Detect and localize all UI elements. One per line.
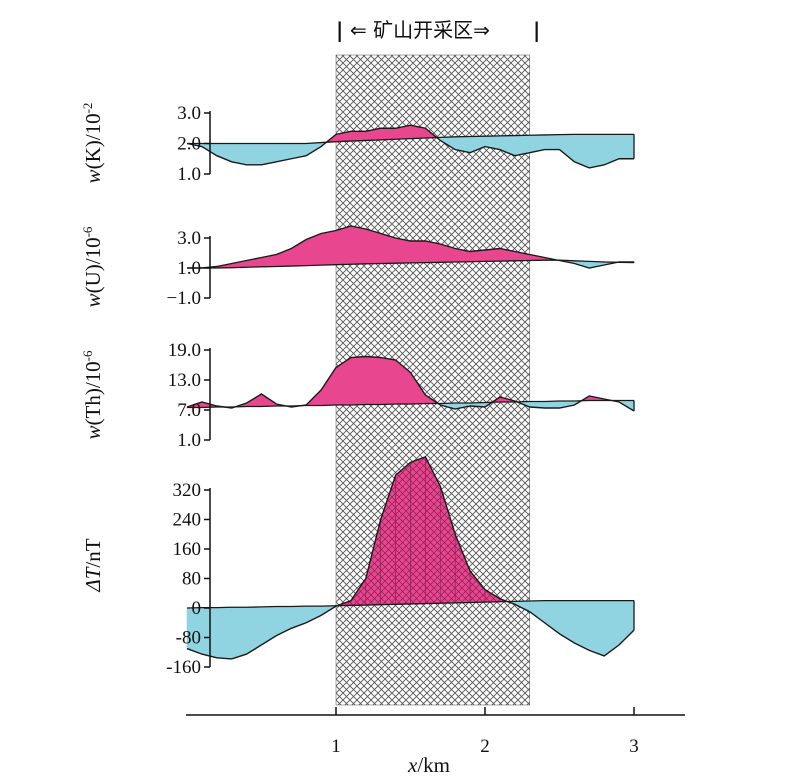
y-title-exponent: -6 — [80, 226, 95, 237]
area-segment-K — [246, 143, 262, 166]
y-tick-label: 80 — [182, 569, 201, 590]
y-title-exponent: -6 — [80, 350, 95, 361]
area-segment-K — [618, 134, 635, 160]
y-tick-label: 3.0 — [177, 228, 201, 249]
area-segment-Th — [350, 356, 367, 406]
area-segment-dT — [574, 600, 590, 651]
y-title-var: w — [81, 425, 105, 439]
y-tick-label: 1.0 — [177, 164, 201, 185]
area-segment-K — [350, 131, 367, 142]
panel-U: −1.0 1.0 3.0 w(U)/10-6 — [80, 225, 635, 309]
x-ticks: 1 2 3 — [331, 707, 639, 757]
y-tick-label: 1.0 — [177, 258, 201, 279]
y-tick-label: 320 — [173, 480, 202, 501]
area-segment-Th — [380, 357, 396, 405]
area-segment-dT — [588, 600, 605, 657]
baseline-line-Th — [187, 399, 634, 409]
panels-group: 1.02.03.0w(K)/10-2−1.01.03.0w(U)/10-61.0… — [80, 103, 635, 678]
series-line-K — [186, 124, 634, 169]
area-segment-U — [350, 225, 367, 265]
y-tick-label: 3.0 — [177, 103, 201, 124]
y-tick-label: 160 — [173, 539, 202, 560]
y-axis-title-Th: w(Th)/10-6 — [80, 350, 105, 440]
x-tick-label: 1 — [331, 736, 341, 757]
y-tick-label: 0 — [192, 598, 202, 619]
area-segment-dT — [261, 606, 277, 646]
y-title-var: w — [81, 169, 105, 183]
panel-K: 1.0 2.0 3.0 w(K)/10-2 — [80, 103, 635, 185]
y-tick-label: −1.0 — [167, 288, 201, 309]
area-segment-dT — [305, 605, 322, 624]
y-title-var: ΔT — [81, 566, 105, 592]
area-segment-U — [320, 230, 337, 266]
y-tick-label: 13.0 — [168, 370, 201, 391]
series-line-dT — [186, 455, 635, 660]
x-axis: 1 2 3 x/km — [186, 707, 685, 777]
mining-zone-banner: | ⇐ 矿山开采区⇒ | — [336, 18, 540, 42]
y-title-exponent: -2 — [80, 103, 95, 114]
banner-left-bar: | — [336, 18, 343, 42]
x-tick-label: 3 — [629, 736, 639, 757]
y-tick-label: 19.0 — [168, 340, 201, 361]
y-axis-title-K: w(K)/10-2 — [80, 103, 105, 184]
y-title-body: (K)/10 — [81, 113, 105, 169]
panel-Th: 1.0 7.0 13.0 19.0 w(Th)/10-6 — [80, 340, 635, 451]
y-axis-title-U: w(U)/10-6 — [80, 226, 105, 307]
area-segment-dT — [559, 600, 575, 644]
area-segment-dT — [529, 600, 545, 624]
area-segment-U — [410, 240, 426, 264]
area-segment-K — [380, 127, 396, 141]
x-axis-title: x/km — [407, 753, 450, 777]
area-segment-dT — [410, 456, 426, 605]
area-segment-K — [544, 134, 560, 150]
y-title-var: w — [81, 293, 105, 307]
y-title-body: (Th)/10 — [81, 361, 105, 425]
y-tick-label: 1.0 — [177, 430, 201, 451]
area-segment-U — [395, 237, 411, 264]
y-tick-label: 7.0 — [177, 400, 201, 421]
series-line-Th — [186, 355, 635, 412]
baseline-line-dT — [186, 599, 634, 609]
x-tick-label: 2 — [480, 736, 490, 757]
x-axis-title-var: x — [407, 753, 418, 777]
area-segment-dT — [603, 600, 620, 657]
y-axis-title-dT: ΔT/nT — [81, 538, 105, 592]
banner-text: ⇐ 矿山开采区⇒ — [350, 18, 490, 42]
baseline-line-U — [187, 259, 635, 269]
area-segment-dT — [395, 461, 411, 605]
area-segment-Th — [365, 356, 382, 405]
y-tick-label: -80 — [176, 628, 201, 649]
banner-right-bar: | — [533, 18, 540, 42]
y-tick-label: 240 — [173, 510, 202, 531]
y-title-body: (U)/10 — [81, 237, 105, 293]
area-segment-U — [365, 228, 382, 265]
y-tick-label: -160 — [166, 657, 201, 678]
y-tick-label: 2.0 — [177, 134, 201, 155]
area-segment-K — [559, 134, 575, 163]
area-segment-dT — [216, 606, 232, 660]
baseline-line-K — [187, 133, 634, 145]
area-segment-dT — [231, 606, 247, 660]
area-segment-K — [588, 134, 605, 169]
x-axis-title-unit: /km — [417, 753, 450, 777]
area-segment-U — [335, 225, 352, 266]
panel-dT: -160 -80 0 80 160 240 320 ΔT/nT — [81, 455, 635, 678]
y-title-body: /nT — [81, 538, 105, 567]
